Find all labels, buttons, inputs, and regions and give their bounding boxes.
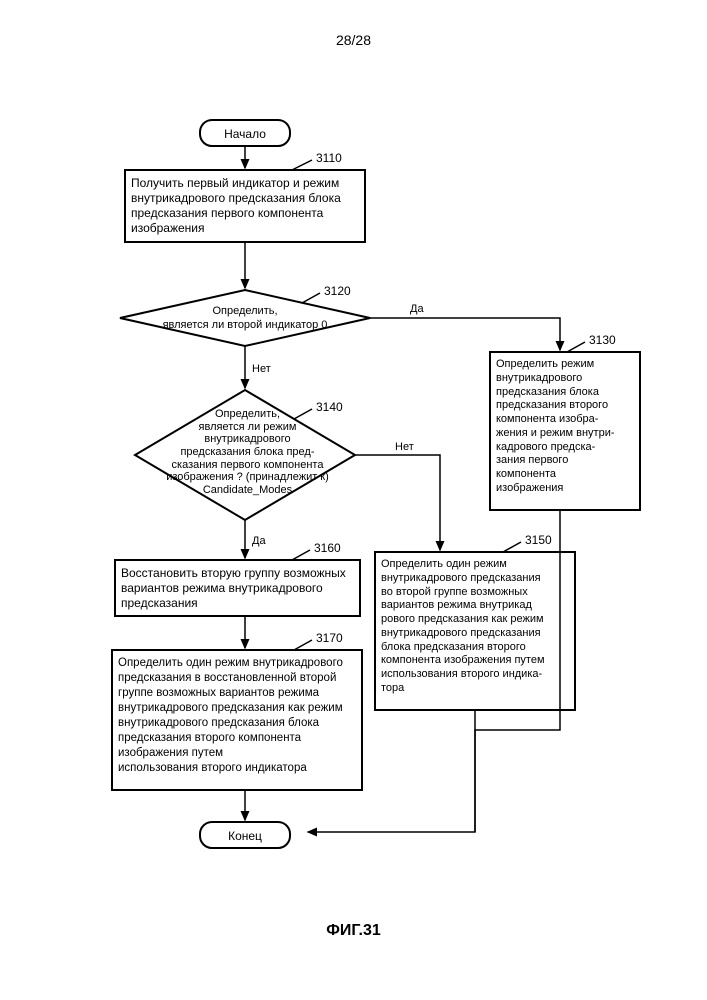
- t: внутрикадрового предсказания: [381, 572, 541, 584]
- t: Определить один режим: [381, 558, 507, 570]
- text-3110: Получить первый индикатор и режим внутри…: [131, 176, 361, 236]
- t: компонента: [496, 468, 556, 480]
- t: Восстановить вторую группу возможных: [121, 566, 346, 580]
- page: 28/28 Начало 3110 3120 Да 3130: [0, 0, 707, 1000]
- t: является ли второй индикатор 0: [163, 319, 328, 331]
- t: внутрикадрового: [496, 372, 582, 384]
- t: является ли режим: [199, 421, 297, 433]
- t: Определить режим: [496, 358, 594, 370]
- t: блока предсказания второго: [381, 641, 526, 653]
- t: изображения: [131, 221, 205, 235]
- label-3120-yes: Да: [410, 303, 424, 315]
- t: использования второго индикатора: [118, 762, 307, 774]
- t: рового предсказания как режим: [381, 613, 544, 625]
- ref-3130: 3130: [589, 333, 616, 347]
- ref-line-3170: [294, 640, 312, 650]
- t: внутрикадрового предсказания: [381, 627, 541, 639]
- edge-3140-3150: [355, 455, 440, 550]
- ref-line-3120: [302, 293, 320, 303]
- text-3160: Восстановить вторую группу возможных вар…: [121, 566, 356, 611]
- t: изображения ? (принадлежит к): [166, 471, 329, 483]
- t: использования второго индика-: [381, 668, 542, 680]
- t: предсказания блока: [496, 386, 599, 398]
- t: компонента изобра-: [496, 413, 598, 425]
- label-3120-no: Нет: [252, 363, 271, 375]
- t: предсказания в восстановленной второй: [118, 672, 336, 684]
- t: внутрикадрового: [204, 433, 290, 445]
- t: во второй группе возможных: [381, 586, 528, 598]
- t: компонента изображения путем: [381, 654, 545, 666]
- edge-3120-3130: [370, 318, 560, 350]
- t: предсказания второго компонента: [118, 732, 301, 744]
- t: Получить первый индикатор и режим: [131, 176, 339, 190]
- t: кадрового предска-: [496, 441, 595, 453]
- t: тора: [381, 682, 404, 694]
- t: жения и режим внутри-: [496, 427, 615, 439]
- text-3130: Определить режим внутрикадрового предска…: [496, 358, 636, 496]
- ref-line-3130: [567, 342, 585, 352]
- ref-3120: 3120: [324, 284, 351, 298]
- flowchart-svg: Начало 3110 3120 Да 3130 Нет 3140 Не: [0, 0, 707, 1000]
- ref-3160: 3160: [314, 541, 341, 555]
- t: предсказания второго: [496, 399, 608, 411]
- ref-line-3160: [292, 550, 310, 560]
- start-label: Начало: [224, 127, 266, 141]
- t: предсказания блока пред-: [180, 446, 314, 458]
- t: внутрикадрового предсказания блока: [118, 717, 319, 729]
- t: вариантов режима внутрикадрового: [121, 581, 323, 595]
- ref-3110: 3110: [316, 151, 342, 165]
- t: группе возможных вариантов режима: [118, 687, 319, 699]
- ref-3170: 3170: [316, 631, 343, 645]
- t: зания первого: [496, 454, 568, 466]
- ref-line-3110: [292, 160, 312, 170]
- t: предсказания: [121, 596, 198, 610]
- label-3140-yes: Да: [252, 535, 266, 547]
- label-3140-no: Нет: [395, 441, 414, 453]
- t: изображения путем: [118, 747, 223, 759]
- t: предсказания первого компонента: [131, 206, 323, 220]
- text-3170: Определить один режим внутрикадрового пр…: [118, 656, 360, 776]
- t: внутрикадрового предсказания блока: [131, 191, 341, 205]
- t: сказания первого компонента: [172, 459, 324, 471]
- text-3150: Определить один режим внутрикадрового пр…: [381, 558, 571, 696]
- t: Определить один режим внутрикадрового: [118, 657, 343, 669]
- figure-label: ФИГ.31: [0, 922, 707, 940]
- t: Candidate_Modes: [203, 484, 292, 496]
- text-3140: Определить, является ли режим внутрикадр…: [160, 408, 335, 496]
- ref-3150: 3150: [525, 533, 552, 547]
- t: изображения: [496, 482, 563, 494]
- end-label: Конец: [228, 829, 262, 843]
- t: Определить,: [212, 305, 277, 317]
- t: вариантов режима внутрикад: [381, 599, 532, 611]
- t: Определить,: [215, 408, 280, 420]
- t: внутрикадрового предсказания как режим: [118, 702, 343, 714]
- ref-line-3150: [503, 542, 521, 552]
- text-3120: Определить, является ли второй индикатор…: [155, 305, 335, 333]
